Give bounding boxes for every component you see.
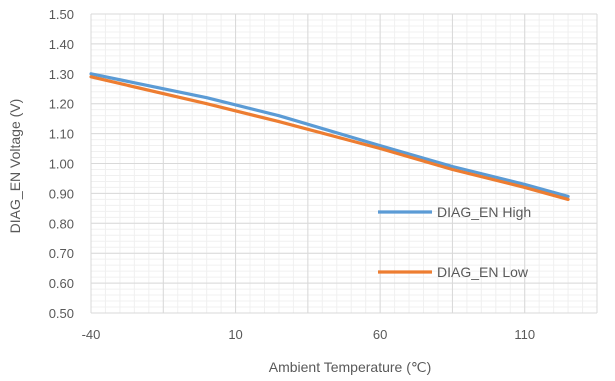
legend-label-diag-en-low: DIAG_EN Low — [437, 264, 529, 280]
y-tick-label: 0.70 — [49, 246, 74, 261]
y-tick-label: 1.30 — [49, 67, 74, 82]
series-line-diag-en-low — [89, 75, 570, 201]
x-tick-label: 60 — [373, 327, 387, 342]
series-line-diag-en-high — [89, 72, 570, 198]
y-tick-label: 0.50 — [49, 306, 74, 321]
x-axis-tick-labels: -40 10 60 110 — [82, 327, 535, 342]
y-axis-tick-labels: 0.50 0.60 0.70 0.80 0.90 1.00 1.10 1.20 1.30 1.40… — [49, 7, 74, 321]
y-axis-title: DIAG_EN Voltage (V) — [7, 99, 23, 234]
y-tick-label: 1.20 — [49, 97, 74, 112]
series-lines — [89, 72, 570, 201]
y-tick-label: 1.10 — [49, 127, 74, 142]
legend: DIAG_EN High DIAG_EN Low — [378, 204, 531, 280]
x-axis-title: Ambient Temperature (℃) — [269, 359, 432, 375]
y-tick-label: 0.80 — [49, 216, 74, 231]
y-tick-label: 1.50 — [49, 7, 74, 22]
legend-label-diag-en-high: DIAG_EN High — [437, 204, 531, 220]
major-gridlines — [90, 13, 598, 314]
y-tick-label: 0.90 — [49, 186, 74, 201]
x-tick-label: 110 — [514, 327, 535, 342]
y-tick-label: 1.40 — [49, 37, 74, 52]
x-tick-label: 10 — [228, 327, 242, 342]
y-tick-label: 1.00 — [49, 157, 74, 172]
y-tick-label: 0.60 — [49, 276, 74, 291]
x-tick-label: -40 — [82, 327, 101, 342]
